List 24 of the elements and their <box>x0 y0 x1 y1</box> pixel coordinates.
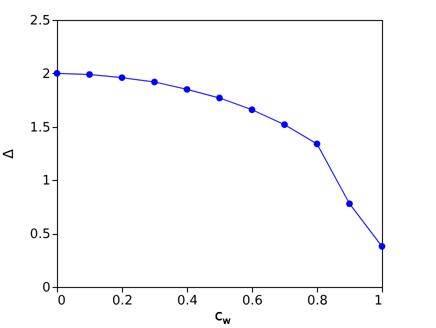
x-tick-label: 0.4 <box>177 294 198 308</box>
y-tick-label: 0.5 <box>30 227 50 242</box>
x-tick-label: 1 <box>374 294 382 308</box>
point <box>378 243 386 250</box>
point <box>216 94 223 102</box>
point <box>151 78 158 86</box>
point <box>248 106 256 114</box>
point <box>346 200 353 208</box>
y-tick-label: 1 <box>42 174 50 189</box>
y-tick-label: 0 <box>42 280 50 296</box>
point <box>86 71 93 78</box>
point <box>118 74 126 82</box>
x-tick-label: 0.8 <box>307 294 328 308</box>
point <box>281 121 288 128</box>
y-tick-label: 2 <box>42 66 50 82</box>
point <box>54 70 60 77</box>
y-axis-title: Δ <box>0 148 17 159</box>
point <box>314 140 320 148</box>
point <box>184 86 190 93</box>
y-tick-label: 2.5 <box>30 14 50 28</box>
x-tick-label: 0.2 <box>112 294 133 308</box>
y-tick-label: 1.5 <box>30 120 50 136</box>
x-tick-label: 0 <box>58 294 66 308</box>
x-tick-label: 0.6 <box>242 294 263 308</box>
